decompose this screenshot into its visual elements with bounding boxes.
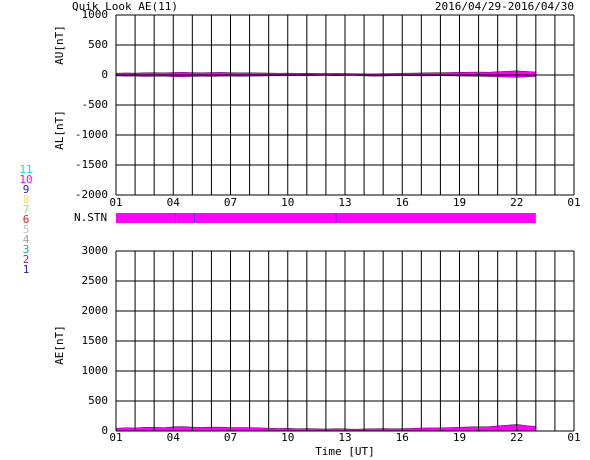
x-tick-label: 04 [167, 431, 181, 444]
nstn-segment [175, 213, 177, 223]
station-legend: 1 [23, 263, 30, 276]
y-tick-label: 0 [101, 424, 108, 437]
y-axis-label: AE[nT] [53, 325, 66, 365]
nstn-segment [335, 213, 337, 223]
station-legend: 6 [23, 213, 30, 226]
nstn-segment [194, 213, 196, 223]
y-tick-label: 3000 [82, 244, 109, 257]
x-tick-label: 19 [453, 431, 466, 444]
chart-title: Quik Look AE(11) [72, 0, 178, 13]
x-tick-label: 10 [281, 431, 294, 444]
y-tick-label: 2000 [82, 304, 109, 317]
y-tick-label: 1500 [82, 334, 109, 347]
nstn-segment [195, 213, 336, 223]
x-tick-label: 16 [396, 196, 409, 209]
y-tick-label: 1000 [82, 8, 109, 21]
y-tick-label: -2000 [75, 188, 108, 201]
x-tick-label: 01 [109, 431, 122, 444]
y-tick-label: 500 [88, 38, 108, 51]
area [115, 424, 537, 432]
area [115, 70, 537, 76]
x-tick-label: 10 [281, 196, 294, 209]
x-tick-label: 04 [167, 196, 181, 209]
y-tick-label: 2500 [82, 274, 109, 287]
station-legend: 7 [23, 203, 30, 216]
x-tick-label: 19 [453, 196, 466, 209]
nstn-label: N.STN [74, 211, 107, 224]
nstn-segment [176, 213, 195, 223]
station-legend: 5 [23, 223, 30, 236]
x-axis-label: Time [UT] [315, 445, 375, 458]
x-tick-label: 01 [109, 196, 122, 209]
station-legend: 10 [19, 173, 32, 186]
station-legend: 2 [23, 253, 30, 266]
station-legend: 11 [19, 163, 32, 176]
chart-subtitle: 2016/04/29-2016/04/30 [435, 0, 574, 13]
x-tick-label: 22 [510, 431, 523, 444]
y-tick-label: -1000 [75, 128, 108, 141]
y-tick-label: -500 [82, 98, 109, 111]
y-axis-label: AU[nT] [53, 25, 66, 65]
area [115, 74, 537, 78]
y-tick-label: -1500 [75, 158, 108, 171]
nstn-segment [116, 213, 176, 223]
station-legend: 9 [23, 183, 30, 196]
nstn-segment [336, 213, 536, 223]
station-legend: 4 [23, 233, 30, 246]
y-tick-label: 500 [88, 394, 108, 407]
x-tick-label: 01 [567, 196, 580, 209]
x-tick-label: 07 [224, 196, 237, 209]
x-tick-label: 07 [224, 431, 237, 444]
x-tick-label: 22 [510, 196, 523, 209]
y-tick-label: 0 [101, 68, 108, 81]
x-tick-label: 13 [338, 431, 351, 444]
station-legend: 3 [23, 243, 30, 256]
station-legend: 8 [23, 193, 30, 206]
y-axis-label: AL[nT] [53, 110, 66, 150]
x-tick-label: 16 [396, 431, 409, 444]
x-tick-label: 13 [338, 196, 351, 209]
y-tick-label: 1000 [82, 364, 109, 377]
x-tick-label: 01 [567, 431, 580, 444]
